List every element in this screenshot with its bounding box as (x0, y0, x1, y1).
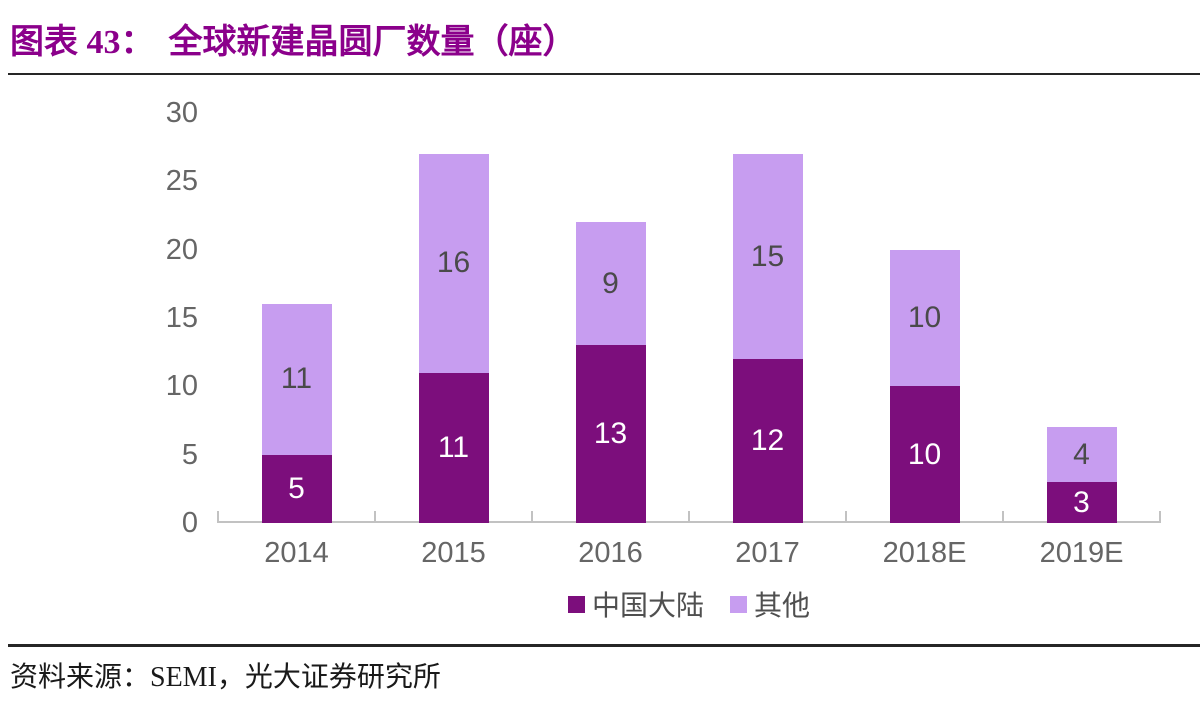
y-tick-label: 25 (165, 165, 198, 198)
bar-segment: 11 (261, 304, 332, 455)
bar-segment: 9 (575, 222, 646, 346)
bar-value-label: 10 (907, 437, 942, 471)
bar-value-label: 10 (907, 300, 942, 334)
bar-segment: 16 (418, 154, 489, 373)
bar-segment: 11 (418, 372, 489, 523)
bar-value-label: 9 (602, 266, 619, 300)
bar-segment: 12 (732, 359, 803, 523)
x-axis-tick (374, 511, 376, 521)
bar-value-label: 11 (437, 430, 470, 464)
bar-value-label: 5 (288, 471, 305, 505)
source-line: 资料来源：SEMI，光大证券研究所 (10, 662, 441, 693)
legend-swatch (730, 595, 747, 613)
bar-segment: 5 (261, 454, 332, 523)
legend-item: 中国大陆 (567, 584, 704, 624)
x-tick-label: 2014 (264, 537, 329, 569)
x-axis-tick (1159, 511, 1161, 521)
x-tick-label: 2018E (882, 537, 967, 569)
y-tick-label: 5 (181, 438, 198, 471)
bar-segment: 3 (1046, 482, 1117, 523)
figure-title: 图表 43： 全球新建晶圆厂数量（座） (10, 14, 577, 63)
bar-segment: 10 (889, 249, 960, 387)
bar-value-label: 11 (280, 362, 313, 396)
y-tick-label: 20 (165, 233, 198, 266)
y-tick-label: 30 (165, 97, 198, 129)
bar-segment: 10 (889, 386, 960, 523)
y-tick-label: 15 (165, 302, 198, 334)
legend-label: 其他 (754, 590, 811, 621)
x-axis-line (217, 521, 1161, 523)
x-axis-tick (688, 511, 690, 521)
x-axis-tick (531, 511, 533, 521)
legend-item: 其他 (730, 584, 810, 624)
figure-label: 图表 43： (10, 24, 155, 61)
figure-title-text: 全球新建晶圆厂数量（座） (168, 24, 577, 61)
legend: 中国大陆 其他 (218, 584, 1160, 624)
x-tick-label: 2016 (578, 537, 643, 569)
bar-segment: 15 (732, 154, 803, 359)
x-axis-tick (845, 511, 847, 521)
bar-value-label: 12 (750, 424, 785, 457)
bar-segment: 13 (575, 345, 646, 523)
x-tick-label: 2017 (735, 537, 800, 569)
legend-swatch (567, 595, 585, 613)
y-tick-label: 10 (165, 370, 198, 403)
bar-segment: 4 (1046, 427, 1117, 482)
bar-value-label: 3 (1073, 485, 1090, 519)
y-tick-label: 0 (181, 507, 198, 539)
footer-divider (8, 644, 1200, 647)
bar-value-label: 15 (750, 239, 785, 273)
bar-value-label: 13 (593, 417, 628, 451)
x-axis-tick (217, 511, 219, 521)
x-tick-label: 2015 (421, 537, 486, 569)
legend-label: 中国大陆 (591, 590, 704, 621)
x-axis-tick (1002, 511, 1004, 521)
x-tick-label: 2019E (1039, 537, 1124, 569)
bar-value-label: 16 (436, 246, 471, 280)
title-divider (8, 73, 1200, 75)
bar-value-label: 4 (1073, 437, 1090, 471)
